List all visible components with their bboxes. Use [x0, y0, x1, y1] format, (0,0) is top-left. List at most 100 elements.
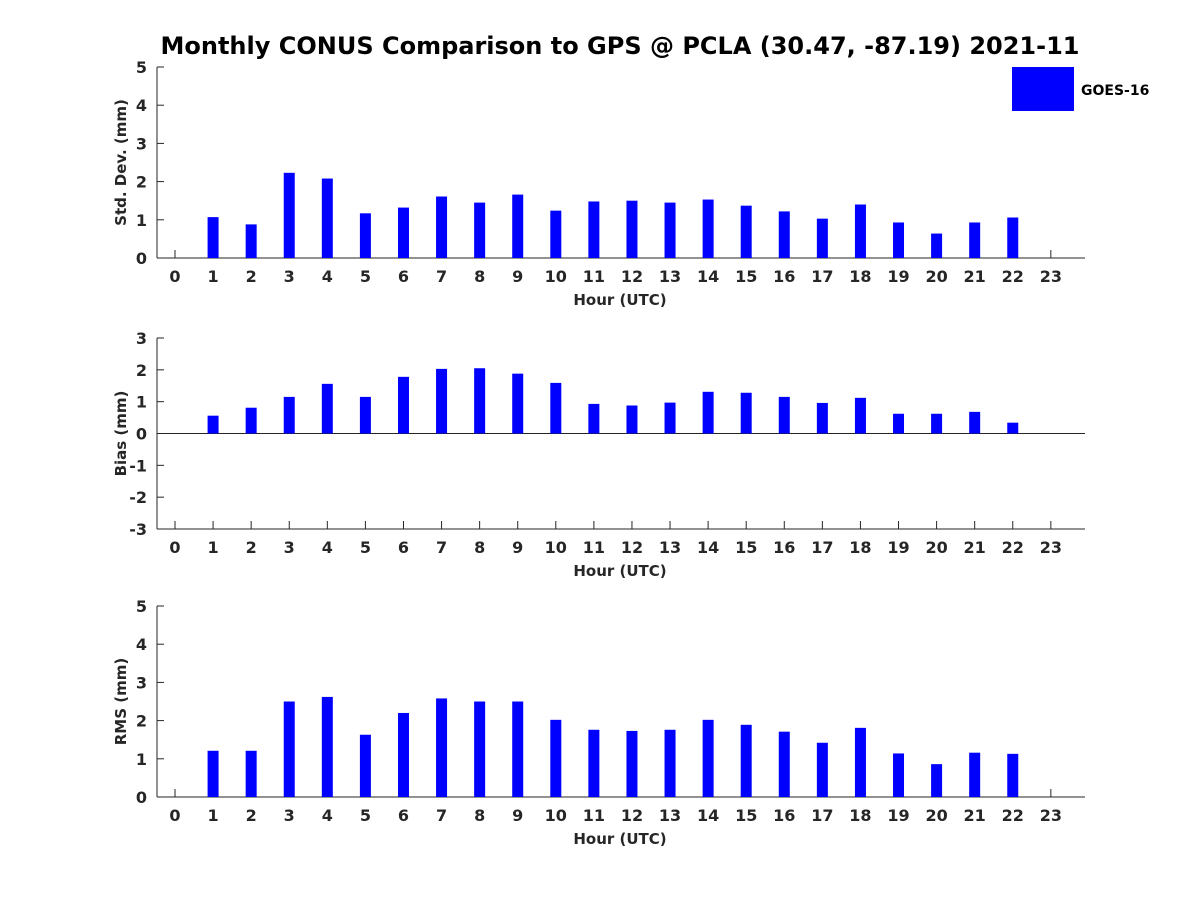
bar-hour-17 [816, 218, 828, 258]
x-tick-label: 12 [621, 538, 643, 557]
x-tick-label: 16 [773, 538, 795, 557]
x-tick-label: 10 [545, 267, 567, 286]
y-tick-label: -1 [129, 456, 147, 475]
bar-hour-5 [359, 734, 371, 797]
bar-hour-7 [436, 698, 448, 797]
y-tick-label: 3 [136, 134, 147, 153]
x-tick-label: 19 [887, 267, 909, 286]
y-tick-label: 0 [136, 788, 147, 807]
bar-hour-16 [778, 396, 790, 434]
bar-hour-20 [931, 413, 943, 434]
x-tick-label: 20 [925, 806, 947, 825]
bar-hour-18 [854, 397, 866, 434]
bar-hour-15 [740, 205, 752, 258]
bar-hour-13 [664, 729, 676, 797]
bar-hour-8 [474, 368, 486, 434]
x-tick-label: 14 [697, 538, 719, 557]
x-tick-label: 2 [246, 267, 257, 286]
bar-hour-15 [740, 392, 752, 434]
x-tick-label: 22 [1002, 806, 1024, 825]
x-tick-label: 3 [284, 267, 295, 286]
bar-hour-14 [702, 391, 714, 434]
x-tick-label: 0 [169, 538, 180, 557]
x-tick-label: 21 [964, 806, 986, 825]
bar-hour-12 [626, 405, 638, 434]
x-tick-label: 4 [322, 806, 333, 825]
y-tick-label: 2 [136, 173, 147, 192]
x-tick-label: 0 [169, 806, 180, 825]
bar-hour-6 [397, 712, 409, 797]
x-tick-label: 10 [545, 806, 567, 825]
bar-hour-15 [740, 724, 752, 797]
x-tick-label: 10 [545, 538, 567, 557]
x-tick-label: 18 [849, 538, 871, 557]
bar-hour-8 [474, 202, 486, 258]
bar-hour-2 [245, 407, 257, 434]
x-tick-label: 15 [735, 806, 757, 825]
x-tick-label: 8 [474, 538, 485, 557]
bar-hour-1 [207, 217, 219, 258]
bar-hour-21 [969, 411, 981, 434]
bar-hour-4 [321, 178, 333, 258]
x-tick-label: 9 [512, 538, 523, 557]
bar-hour-12 [626, 200, 638, 258]
x-tick-label: 23 [1040, 267, 1062, 286]
x-tick-label: 6 [398, 538, 409, 557]
x-tick-label: 13 [659, 806, 681, 825]
x-tick-label: 5 [360, 806, 371, 825]
bar-hour-5 [359, 213, 371, 258]
x-tick-label: 13 [659, 538, 681, 557]
x-tick-label: 17 [811, 806, 833, 825]
x-tick-label: 5 [360, 267, 371, 286]
y-tick-label: 4 [136, 635, 147, 654]
y-tick-label: 0 [136, 249, 147, 268]
bar-hour-6 [397, 376, 409, 434]
x-tick-label: 15 [735, 267, 757, 286]
y-tick-label: -3 [129, 520, 147, 539]
x-tick-label: 7 [436, 267, 447, 286]
y-tick-label: 1 [136, 211, 147, 230]
bar-hour-10 [550, 210, 562, 258]
y-tick-label: 1 [136, 393, 147, 412]
y-tick-label: 2 [136, 712, 147, 731]
y-axis-label: Std. Dev. (mm) [112, 99, 130, 226]
bar-hour-16 [778, 731, 790, 797]
bar-hour-6 [397, 207, 409, 258]
bar-hour-22 [1007, 422, 1019, 434]
y-tick-label: 3 [136, 329, 147, 348]
bar-hour-1 [207, 750, 219, 797]
x-tick-label: 4 [322, 538, 333, 557]
x-tick-label: 9 [512, 267, 523, 286]
x-tick-label: 3 [284, 538, 295, 557]
bar-hour-13 [664, 202, 676, 258]
bar-hour-9 [512, 194, 524, 258]
x-tick-label: 15 [735, 538, 757, 557]
y-tick-label: -2 [129, 488, 147, 507]
x-tick-label: 11 [583, 538, 605, 557]
bar-hour-11 [588, 403, 600, 434]
x-tick-label: 20 [925, 267, 947, 286]
y-tick-label: 0 [136, 425, 147, 444]
x-tick-label: 18 [849, 267, 871, 286]
x-tick-label: 4 [322, 267, 333, 286]
x-tick-label: 0 [169, 267, 180, 286]
x-tick-label: 17 [811, 267, 833, 286]
x-tick-label: 13 [659, 267, 681, 286]
y-tick-label: 5 [136, 597, 147, 616]
y-axis-label: Bias (mm) [112, 391, 130, 477]
legend: GOES-16 [1012, 67, 1149, 111]
y-tick-label: 4 [136, 96, 147, 115]
bar-hour-9 [512, 373, 524, 434]
x-tick-label: 16 [773, 267, 795, 286]
x-tick-label: 23 [1040, 538, 1062, 557]
bar-hour-13 [664, 402, 676, 434]
bar-hour-20 [931, 764, 943, 797]
x-tick-label: 7 [436, 538, 447, 557]
x-tick-label: 8 [474, 806, 485, 825]
y-axis-label: RMS (mm) [112, 658, 130, 745]
bar-hour-5 [359, 396, 371, 434]
